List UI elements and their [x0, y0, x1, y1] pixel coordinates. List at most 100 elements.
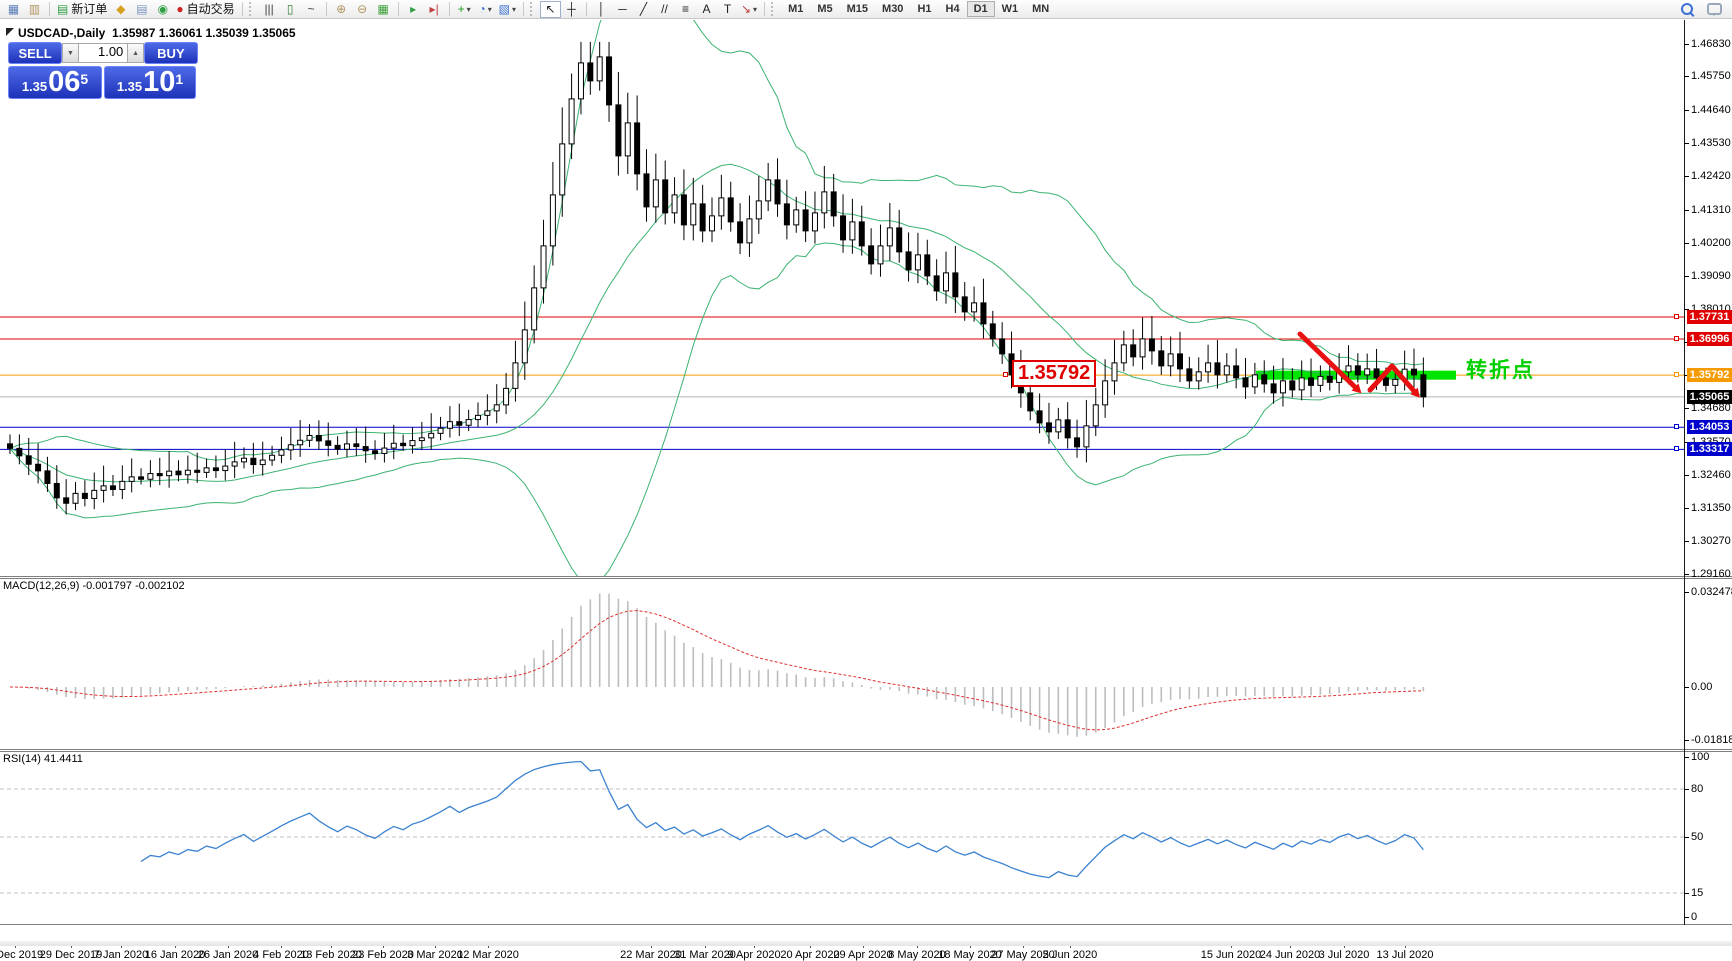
indicators-icon[interactable]: + ▾ — [454, 1, 475, 18]
trendline-icon[interactable]: ╱ — [633, 1, 654, 18]
timeframe-m1[interactable]: M1 — [788, 3, 804, 15]
periods-icon[interactable]: ◔ ▾ — [475, 1, 496, 18]
date-label: 3 Jul 2020 — [1318, 949, 1370, 961]
chart-title: USDCAD-,Daily 1.35987 1.36061 1.35039 1.… — [18, 26, 296, 40]
pane-separator[interactable] — [0, 578, 1732, 579]
rsi-pane[interactable] — [0, 760, 1684, 894]
timeframe-h1[interactable]: H1 — [917, 3, 932, 15]
toolbar-separator — [241, 2, 243, 16]
candlestick-chart-icon-glyph: ▯ — [286, 1, 294, 16]
new-chart-icon[interactable]: ▦ — [3, 1, 24, 18]
signals-icon[interactable]: ◉ — [152, 1, 173, 18]
sell-price[interactable]: 1.35 06 5 — [8, 66, 102, 99]
one-click-trading-panel: SELL ▼ 1.00 ▲ BUY 1.35 06 5 1.35 10 1 — [8, 42, 198, 99]
date-label: 9 Dec 2019 — [0, 949, 44, 961]
price-tick-label: 1.39090 — [1691, 270, 1731, 283]
timeframe-m30[interactable]: M30 — [882, 3, 904, 15]
vertical-line-icon[interactable]: │ — [591, 1, 612, 18]
line-anchor[interactable] — [1674, 372, 1679, 378]
sell-button[interactable]: SELL — [8, 42, 63, 64]
arrows-icon-glyph: ↘ — [740, 1, 752, 16]
rsi-indicator-label: RSI(14) 41.4411 — [3, 753, 83, 765]
line-anchor[interactable] — [1674, 313, 1679, 319]
profiles-icon[interactable]: ▥ — [24, 1, 45, 18]
price-annotation-box[interactable]: 1.35792 — [1012, 360, 1097, 387]
line-anchor[interactable] — [1674, 424, 1679, 430]
date-label: 9 Apr 2020 — [727, 949, 781, 961]
auto-scroll-icon[interactable]: ▸ — [403, 1, 424, 18]
date-label: 26 Jan 2020 — [197, 949, 259, 961]
autotrading-icon[interactable]: ● 自动交易 — [173, 1, 237, 18]
volume-increase-button[interactable]: ▲ — [127, 43, 144, 63]
toolbar-grip[interactable] — [529, 2, 536, 16]
red-arrow-0[interactable] — [1297, 331, 1358, 390]
rsi-line — [140, 760, 1424, 879]
chat-icon[interactable] — [1707, 3, 1722, 16]
line-chart-icon[interactable]: ~ — [301, 1, 322, 18]
terminal-icon[interactable]: ▤ — [131, 1, 152, 18]
volume-decrease-button[interactable]: ▼ — [62, 43, 79, 63]
chart-shift-icon[interactable]: ▸| — [424, 1, 445, 18]
zoom-in-icon[interactable]: ⊕ — [331, 1, 352, 18]
pane-separator[interactable] — [0, 749, 1732, 750]
fibonacci-icon[interactable]: ≡ — [675, 1, 696, 18]
chart-shift-icon-glyph: ▸| — [429, 1, 439, 16]
macd-signal-line — [9, 610, 1424, 731]
timeframe-w1[interactable]: W1 — [1001, 3, 1019, 15]
toolbar-grip[interactable] — [248, 2, 255, 16]
bar-chart-icon[interactable]: ||| — [259, 1, 280, 18]
main-pane[interactable] — [0, 20, 1684, 583]
timeframe-m5[interactable]: M5 — [817, 3, 833, 15]
date-label: 20 Apr 2020 — [780, 949, 840, 961]
pane-separator[interactable] — [0, 576, 1732, 577]
horizontal-line-icon[interactable]: ─ — [612, 1, 633, 18]
timeframe-mn[interactable]: MN — [1032, 3, 1050, 15]
timeframe-h4[interactable]: H4 — [945, 3, 960, 15]
chart-area[interactable]: 1.46830 1.45750 1.44640 1.43530 1.42420 1.413… — [0, 20, 1732, 961]
text-icon[interactable]: A — [696, 1, 717, 18]
arrows-icon[interactable]: ↘ ▾ — [738, 1, 760, 18]
pane-separator[interactable] — [0, 751, 1732, 752]
macd-pane[interactable] — [9, 593, 1425, 737]
price-tick-mark — [1684, 76, 1689, 78]
search-icon[interactable] — [1681, 3, 1693, 15]
crosshair-icon[interactable]: ┼ — [561, 1, 582, 18]
tile-windows-icon[interactable]: ▦ — [373, 1, 394, 18]
rsi-tick-mark — [1684, 789, 1689, 790]
new-order-icon[interactable]: ▤ 新订单 — [54, 1, 110, 18]
timeframe-d1[interactable]: D1 — [966, 1, 995, 17]
line-anchor[interactable] — [1674, 446, 1679, 452]
candlestick-chart-icon[interactable]: ▯ — [280, 1, 301, 18]
timeframe-m15[interactable]: M15 — [846, 3, 869, 15]
toolbar-grip[interactable] — [771, 2, 777, 16]
one-click-collapse-icon[interactable] — [6, 28, 14, 36]
zoom-out-icon[interactable]: ⊖ — [352, 1, 373, 18]
volume-input[interactable]: 1.00 — [78, 43, 128, 63]
templates-icon-glyph: ▧ — [498, 1, 510, 16]
templates-icon-caret: ▾ — [511, 4, 516, 14]
templates-icon[interactable]: ▧ ▾ — [496, 1, 519, 18]
date-label: 12 Mar 2020 — [457, 949, 519, 961]
price-tick-mark — [1684, 44, 1689, 45]
line-anchor[interactable] — [1674, 335, 1679, 341]
rsi-tick-mark — [1684, 893, 1689, 894]
turning-point-label[interactable]: 转折点 — [1466, 359, 1535, 382]
cursor-icon[interactable]: ↖ — [539, 0, 561, 18]
date-axis-line — [0, 924, 1732, 925]
red-arrow-1[interactable] — [1367, 363, 1417, 394]
price-chart-canvas[interactable] — [0, 20, 1732, 946]
price-tick-label: 1.44640 — [1691, 103, 1731, 116]
indicators-icon-glyph: + — [457, 1, 465, 16]
tile-windows-icon-glyph: ▦ — [377, 1, 389, 16]
metaeditor-icon[interactable]: ◆ — [110, 1, 131, 18]
text-label-icon[interactable]: T — [717, 1, 738, 18]
rsi-tick-label: 15 — [1691, 887, 1704, 899]
one-click-price-row: 1.35 06 5 1.35 10 1 — [8, 66, 198, 99]
buy-button[interactable]: BUY — [143, 42, 198, 64]
buy-price[interactable]: 1.35 10 1 — [104, 66, 196, 99]
line-anchor[interactable] — [1003, 372, 1008, 378]
price-tick-mark — [1684, 176, 1689, 178]
price-marker-1.34053: 1.34053 — [1687, 420, 1732, 435]
autotrading-icon-label: 自动交易 — [186, 1, 235, 16]
equidistant-channel-icon[interactable]: // — [654, 1, 675, 18]
